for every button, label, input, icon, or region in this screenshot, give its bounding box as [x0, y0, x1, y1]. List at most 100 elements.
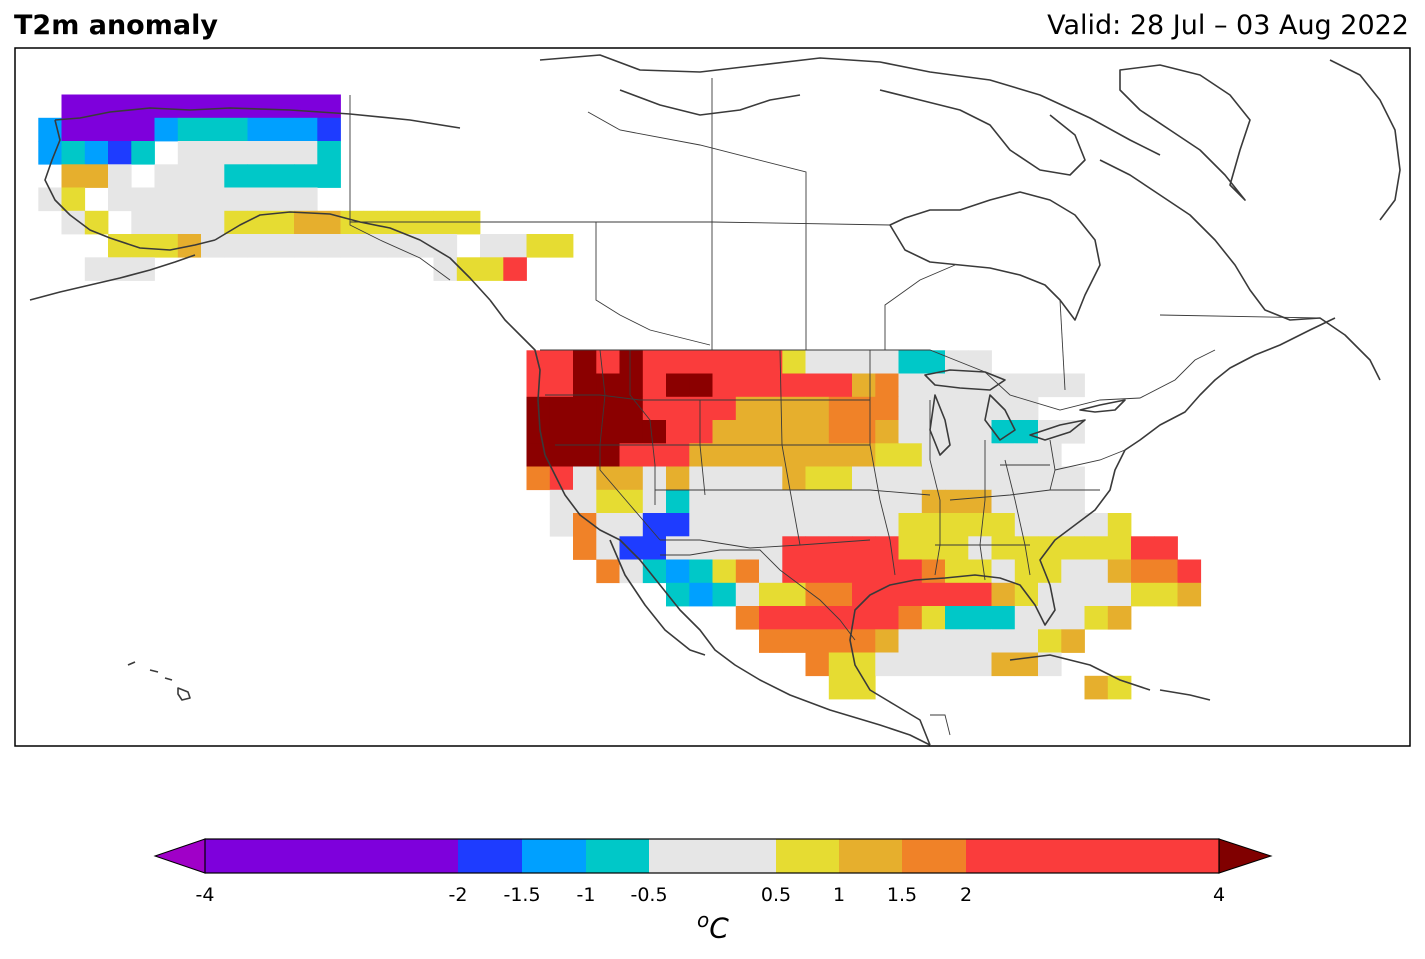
anomaly-cell: [642, 513, 667, 537]
colorbar-extend-high: [1218, 838, 1273, 874]
anomaly-cell: [1038, 652, 1062, 677]
anomaly-cell: [968, 559, 992, 584]
anomaly-cell: [875, 513, 899, 537]
anomaly-cell: [549, 443, 574, 467]
anomaly-cell: [898, 536, 923, 560]
anomaly-cell: [270, 94, 295, 119]
colorbar-tick-label: 1.5: [886, 884, 918, 906]
anomaly-cell: [945, 606, 969, 630]
anomaly-cell: [898, 373, 923, 398]
anomaly-cell: [247, 210, 272, 235]
anomaly-cell: [573, 373, 597, 398]
anomaly-cell: [1177, 582, 1202, 607]
anomaly-cell: [177, 94, 202, 119]
anomaly-cell: [921, 513, 946, 537]
anomaly-cell: [828, 420, 853, 444]
anomaly-cell: [735, 513, 760, 537]
anomaly-cell: [596, 396, 620, 421]
anomaly-cell: [805, 396, 830, 421]
anomaly-cell: [689, 489, 713, 514]
anomaly-cell: [317, 164, 341, 188]
anomaly-cell: [573, 350, 597, 374]
anomaly-cell: [991, 373, 1016, 398]
anomaly-cell: [921, 582, 946, 607]
anomaly-cell: [782, 466, 806, 491]
anomaly-cell: [1061, 606, 1085, 630]
anomaly-cell: [224, 94, 248, 119]
anomaly-cell: [898, 652, 923, 677]
anomaly-cell: [1014, 396, 1039, 421]
anomaly-cell: [759, 606, 783, 630]
anomaly-cell: [61, 210, 86, 235]
anomaly-cell: [1131, 582, 1155, 607]
anomaly-cell: [945, 443, 969, 467]
anomaly-cell: [619, 489, 644, 514]
anomaly-cell: [921, 559, 946, 584]
anomaly-cell: [549, 234, 574, 258]
anomaly-cell: [1038, 489, 1062, 514]
anomaly-cell: [270, 164, 295, 188]
anomaly-cell: [828, 396, 853, 421]
anomaly-cell: [1107, 513, 1132, 537]
anomaly-cell: [805, 629, 830, 653]
anomaly-cell: [666, 513, 690, 537]
anomaly-cell: [1014, 420, 1039, 444]
anomaly-cell: [294, 187, 318, 212]
colorbar-outline: [204, 838, 1220, 874]
anomaly-cell: [735, 396, 760, 421]
anomaly-cell: [991, 466, 1016, 491]
anomaly-cell: [828, 559, 853, 584]
anomaly-cell: [317, 210, 341, 235]
anomaly-cell: [666, 420, 690, 444]
anomaly-cell: [666, 373, 690, 398]
anomaly-cell: [759, 559, 783, 584]
anomaly-cell: [619, 443, 644, 467]
anomaly-cell: [828, 350, 853, 374]
anomaly-cell: [573, 489, 597, 514]
anomaly-cell: [735, 350, 760, 374]
anomaly-cell: [549, 396, 574, 421]
anomaly-cell: [805, 373, 830, 398]
anomaly-cell: [921, 652, 946, 677]
anomaly-cell: [782, 513, 806, 537]
anomaly-cell: [410, 210, 434, 235]
anomaly-cell: [1061, 582, 1085, 607]
anomaly-cell: [596, 489, 620, 514]
anomaly-cell: [480, 234, 504, 258]
anomaly-cell: [177, 141, 202, 165]
anomaly-cell: [573, 536, 597, 560]
anomaly-cell: [805, 536, 830, 560]
anomaly-cell: [689, 513, 713, 537]
anomaly-cell: [735, 489, 760, 514]
anomaly-cell: [921, 373, 946, 398]
anomaly-cell: [875, 606, 899, 630]
anomaly-cell: [549, 420, 574, 444]
anomaly-cell: [991, 513, 1016, 537]
anomaly-cell: [61, 94, 86, 119]
anomaly-cell: [852, 559, 876, 584]
anomaly-cell: [735, 536, 760, 560]
anomaly-cell: [945, 629, 969, 653]
colorbar-extend-low: [153, 838, 206, 874]
anomaly-cell: [666, 466, 690, 491]
anomaly-cell: [712, 373, 737, 398]
anomaly-cell: [805, 420, 830, 444]
colorbar-tick-label: -1.5: [503, 884, 541, 906]
anomaly-cell: [898, 420, 923, 444]
anomaly-cell: [131, 117, 155, 142]
anomaly-cell: [410, 234, 434, 258]
anomaly-cell: [1061, 489, 1085, 514]
anomaly-cell: [759, 582, 783, 607]
anomaly-cell: [596, 443, 620, 467]
colorbar-tick-label: -2: [448, 884, 468, 906]
anomaly-cell: [84, 164, 109, 188]
anomaly-cell: [317, 141, 341, 165]
anomaly-cell: [387, 234, 411, 258]
anomaly-cell: [852, 489, 876, 514]
anomaly-cell: [573, 396, 597, 421]
anomaly-cell: [991, 582, 1016, 607]
anomaly-cell: [805, 606, 830, 630]
anomaly-cell: [875, 559, 899, 584]
anomaly-cell: [247, 94, 272, 119]
